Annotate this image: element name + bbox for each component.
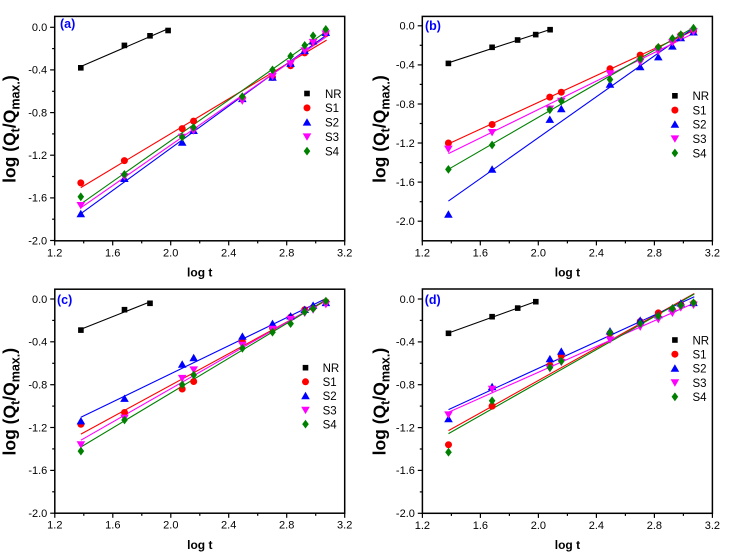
svg-text:1.2: 1.2 bbox=[47, 247, 62, 259]
svg-text:-0.8: -0.8 bbox=[396, 380, 415, 392]
svg-text:-0.4: -0.4 bbox=[396, 60, 415, 72]
svg-text:(d): (d) bbox=[425, 293, 441, 307]
svg-text:2.4: 2.4 bbox=[589, 247, 604, 259]
svg-text:NR: NR bbox=[693, 91, 710, 103]
svg-text:-0.4: -0.4 bbox=[28, 65, 47, 77]
svg-text:S4: S4 bbox=[325, 146, 340, 158]
svg-text:-2.0: -2.0 bbox=[28, 235, 47, 247]
svg-text:2.0: 2.0 bbox=[531, 247, 546, 259]
svg-text:1.6: 1.6 bbox=[105, 247, 120, 259]
svg-text:log t: log t bbox=[187, 265, 212, 279]
svg-text:3.2: 3.2 bbox=[705, 247, 720, 259]
svg-text:-2.0: -2.0 bbox=[396, 216, 415, 228]
svg-text:S2: S2 bbox=[693, 120, 707, 132]
svg-text:0.0: 0.0 bbox=[400, 21, 415, 33]
svg-text:NR: NR bbox=[325, 89, 342, 101]
svg-text:S3: S3 bbox=[325, 132, 339, 144]
svg-text:-1.6: -1.6 bbox=[28, 465, 47, 477]
svg-text:-0.4: -0.4 bbox=[396, 337, 415, 349]
svg-text:1.2: 1.2 bbox=[415, 520, 430, 532]
svg-text:S1: S1 bbox=[323, 377, 337, 389]
svg-text:3.2: 3.2 bbox=[705, 520, 720, 532]
svg-text:2.8: 2.8 bbox=[279, 520, 294, 532]
svg-text:2.4: 2.4 bbox=[221, 247, 236, 259]
svg-text:-1.6: -1.6 bbox=[28, 193, 47, 205]
svg-text:S2: S2 bbox=[693, 364, 707, 376]
svg-text:-1.2: -1.2 bbox=[396, 138, 415, 150]
svg-text:2.0: 2.0 bbox=[163, 247, 178, 259]
svg-text:1.2: 1.2 bbox=[415, 247, 430, 259]
svg-text:-1.6: -1.6 bbox=[396, 177, 415, 189]
svg-text:1.6: 1.6 bbox=[473, 247, 488, 259]
svg-text:S2: S2 bbox=[323, 391, 337, 403]
svg-text:1.6: 1.6 bbox=[473, 520, 488, 532]
svg-text:S4: S4 bbox=[693, 392, 708, 404]
svg-text:2.8: 2.8 bbox=[647, 520, 662, 532]
svg-text:-2.0: -2.0 bbox=[396, 508, 415, 520]
svg-text:log t: log t bbox=[555, 265, 580, 279]
svg-text:0.0: 0.0 bbox=[32, 294, 47, 306]
svg-text:-1.2: -1.2 bbox=[28, 422, 47, 434]
svg-text:S4: S4 bbox=[693, 148, 708, 160]
svg-text:NR: NR bbox=[323, 363, 340, 375]
svg-text:2.0: 2.0 bbox=[531, 520, 546, 532]
svg-text:0.0: 0.0 bbox=[400, 294, 415, 306]
svg-text:0.0: 0.0 bbox=[32, 22, 47, 34]
svg-text:1.2: 1.2 bbox=[47, 520, 62, 532]
svg-text:2.4: 2.4 bbox=[221, 520, 236, 532]
svg-text:S3: S3 bbox=[693, 378, 707, 390]
svg-text:NR: NR bbox=[693, 335, 710, 347]
svg-text:2.4: 2.4 bbox=[589, 520, 604, 532]
svg-text:log t: log t bbox=[555, 538, 580, 552]
svg-text:3.2: 3.2 bbox=[337, 247, 352, 259]
svg-text:-0.4: -0.4 bbox=[28, 337, 47, 349]
svg-text:-0.8: -0.8 bbox=[396, 99, 415, 111]
svg-text:S1: S1 bbox=[693, 350, 707, 362]
svg-text:2.8: 2.8 bbox=[279, 247, 294, 259]
svg-text:-1.2: -1.2 bbox=[28, 150, 47, 162]
svg-text:log t: log t bbox=[187, 538, 212, 552]
svg-text:1.6: 1.6 bbox=[105, 520, 120, 532]
svg-text:-0.8: -0.8 bbox=[28, 380, 47, 392]
svg-text:(a): (a) bbox=[60, 17, 75, 31]
svg-text:(c): (c) bbox=[57, 293, 72, 307]
svg-text:(b): (b) bbox=[425, 19, 441, 33]
svg-text:3.2: 3.2 bbox=[337, 520, 352, 532]
svg-text:S3: S3 bbox=[693, 134, 707, 146]
svg-text:2.8: 2.8 bbox=[647, 247, 662, 259]
svg-text:S1: S1 bbox=[693, 105, 707, 117]
svg-text:-0.8: -0.8 bbox=[28, 107, 47, 119]
svg-text:-2.0: -2.0 bbox=[28, 508, 47, 520]
svg-text:-1.6: -1.6 bbox=[396, 465, 415, 477]
svg-text:-1.2: -1.2 bbox=[396, 422, 415, 434]
svg-text:S2: S2 bbox=[325, 118, 339, 130]
svg-text:S3: S3 bbox=[323, 405, 337, 417]
svg-text:S1: S1 bbox=[325, 103, 339, 115]
svg-text:2.0: 2.0 bbox=[163, 520, 178, 532]
svg-text:S4: S4 bbox=[323, 419, 338, 431]
